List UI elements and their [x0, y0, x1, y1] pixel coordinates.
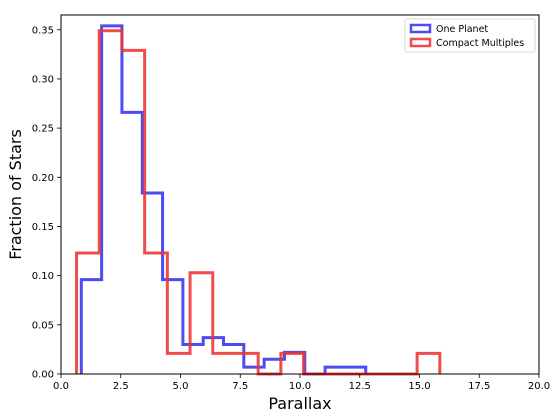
y-tick-label: 0.20 — [32, 173, 54, 184]
y-tick-label: 0.05 — [32, 320, 54, 331]
y-axis: 0.00 0.05 0.10 0.15 0.20 0.25 0.30 0.35 — [32, 25, 61, 381]
x-axis-title: Parallax — [268, 394, 331, 413]
legend-label-one-planet: One Planet — [436, 24, 488, 35]
x-tick-label: 0.0 — [53, 381, 69, 392]
legend-swatch-compact-multiples — [409, 37, 432, 48]
legend-label-compact-multiples: Compact Multiples — [436, 38, 524, 49]
y-tick-label: 0.25 — [32, 124, 54, 135]
x-tick-label: 5.0 — [173, 381, 189, 392]
y-tick-label: 0.15 — [32, 222, 54, 233]
plot-area — [61, 15, 539, 374]
x-tick-label: 12.5 — [349, 381, 371, 392]
y-tick-label: 0.35 — [32, 25, 54, 36]
plot-background — [61, 15, 539, 374]
y-tick-label: 0.10 — [32, 271, 54, 282]
x-tick-label: 7.5 — [232, 381, 248, 392]
x-tick-label: 10.0 — [289, 381, 311, 392]
legend-swatch-one-planet — [409, 23, 432, 34]
x-axis: 0.0 2.5 5.0 7.5 10.0 12.5 15.0 17.5 20.0 — [53, 374, 550, 392]
x-tick-label: 20.0 — [528, 381, 550, 392]
y-tick-label: 0.00 — [32, 370, 54, 381]
y-tick-label: 0.30 — [32, 74, 54, 85]
x-tick-label: 17.5 — [468, 381, 490, 392]
x-tick-label: 2.5 — [113, 381, 129, 392]
legend-box — [404, 18, 536, 53]
x-tick-label: 15.0 — [408, 381, 430, 392]
legend: One Planet Compact Multiples — [404, 18, 536, 53]
y-axis-title: Fraction of Stars — [6, 129, 25, 260]
